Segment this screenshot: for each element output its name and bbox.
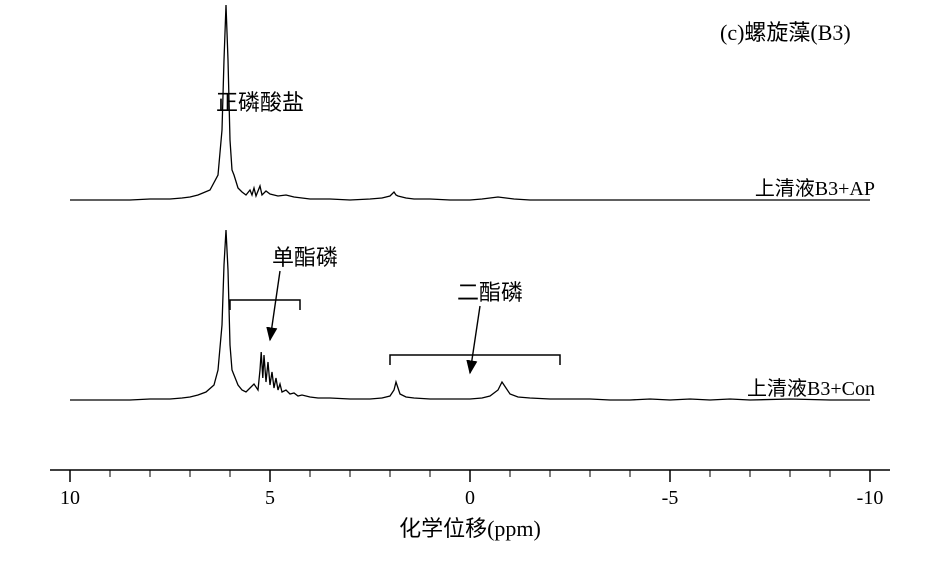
diester-bracket — [390, 355, 560, 365]
trace-label-1: 上清液B3+Con — [747, 377, 875, 400]
trace-label-0: 上清液B3+AP — [755, 177, 875, 200]
monoester-arrow — [270, 271, 280, 340]
monoester-label: 单酯磷 — [272, 245, 338, 270]
tick-label: -10 — [857, 487, 884, 509]
spectrum-trace-1 — [70, 230, 870, 400]
diester-arrow — [470, 306, 480, 373]
nmr-chart-svg: 10 5 0 -5 -10 化学位移(ppm) 上清液B3+AP 上清液B3+Con (c)螺旋… — [0, 0, 942, 564]
nmr-chart-container: 10 5 0 -5 -10 化学位移(ppm) 上清液B3+AP 上清液B3+Con (c)螺旋… — [0, 0, 942, 564]
tick-label: 0 — [465, 487, 475, 509]
tick-label: 10 — [60, 487, 80, 509]
tick-label: -5 — [662, 487, 679, 509]
x-axis-label: 化学位移(ppm) — [399, 516, 541, 541]
monoester-bracket — [230, 300, 300, 310]
panel-title: (c)螺旋藻(B3) — [720, 20, 851, 45]
tick-label: 5 — [265, 487, 275, 509]
orthophosphate-label: 正磷酸盐 — [216, 90, 304, 115]
diester-label: 二酯磷 — [457, 280, 523, 305]
